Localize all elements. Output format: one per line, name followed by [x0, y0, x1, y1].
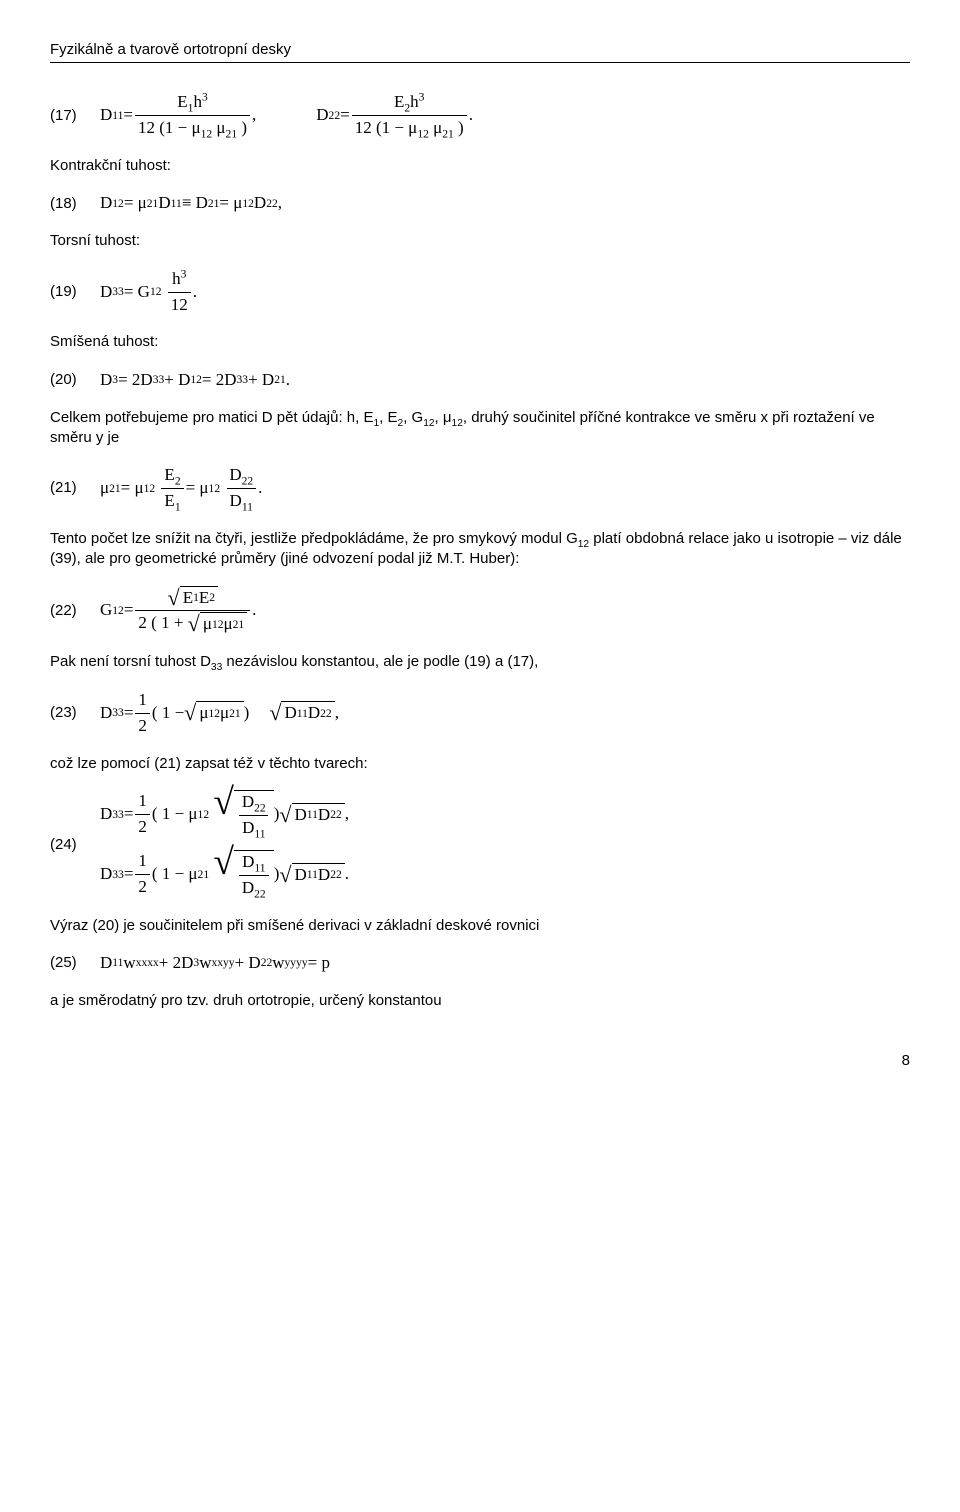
- fraction: h3 12: [168, 268, 191, 317]
- equation-17: (17) D11 = E1h3 12 (1 − μ12 μ21 ) , D22 …: [50, 91, 910, 140]
- eq-number: (24): [50, 835, 100, 855]
- fraction: 1 2: [135, 689, 150, 738]
- eq-number: (17): [50, 106, 100, 126]
- eq-number: (22): [50, 601, 100, 621]
- label-torsni: Torsní tuhost:: [50, 231, 910, 251]
- eq-number: (23): [50, 703, 100, 723]
- paragraph-vyraz: Výraz (20) je součinitelem při smíšené d…: [50, 916, 910, 936]
- fraction: E2h3 12 (1 − μ12 μ21 ): [352, 91, 467, 140]
- equation-21: (21) μ21 = μ12 E2 E1 = μ12 D22 D11 .: [50, 464, 910, 513]
- eq-number: (19): [50, 282, 100, 302]
- equation-18: (18) D12 = μ21 D11 ≡ D21 = μ12 D22 ,: [50, 192, 910, 215]
- paragraph-coz: což lze pomocí (21) zapsat též v těchto …: [50, 754, 910, 774]
- equation-25: (25) D11 wxxxx + 2D3 wxxyy + D22 wyyyy =…: [50, 952, 910, 975]
- equation-23: (23) D33 = 1 2 ( 1 − √μ12 μ21 ) √D11 D22…: [50, 689, 910, 738]
- paragraph-celkem: Celkem potřebujeme pro matici D pět údaj…: [50, 408, 910, 449]
- fraction: E2 E1: [161, 464, 183, 513]
- eq-number: (20): [50, 370, 100, 390]
- page-header: Fyzikálně a tvarově ortotropní desky: [50, 40, 910, 63]
- label-smisena: Smíšená tuhost:: [50, 332, 910, 352]
- fraction: √E1 E2 2 ( 1 + √μ12 μ21: [135, 586, 250, 637]
- equation-19: (19) D33 = G12 h3 12 .: [50, 268, 910, 317]
- page-number: 8: [50, 1051, 910, 1071]
- eq-number: (25): [50, 953, 100, 973]
- paragraph-aje: a je směrodatný pro tzv. druh ortotropie…: [50, 991, 910, 1011]
- paragraph-pak: Pak není torsní tuhost D33 nezávislou ko…: [50, 652, 910, 672]
- equation-22: (22) G12 = √E1 E2 2 ( 1 + √μ12 μ21 .: [50, 586, 910, 637]
- paragraph-tento: Tento počet lze snížit na čtyři, jestliž…: [50, 529, 910, 570]
- equation-24: (24) D33 = 12 ( 1 − μ12 √ D22D11 ) √D11 …: [50, 790, 910, 900]
- equation-20: (20) D3 = 2D33 + D12 = 2D33 + D21 .: [50, 369, 910, 392]
- fraction: D22 D11: [226, 464, 256, 513]
- label-kontrakcni: Kontrakční tuhost:: [50, 156, 910, 176]
- eq-number: (18): [50, 194, 100, 214]
- fraction: E1h3 12 (1 − μ12 μ21 ): [135, 91, 250, 140]
- eq-number: (21): [50, 478, 100, 498]
